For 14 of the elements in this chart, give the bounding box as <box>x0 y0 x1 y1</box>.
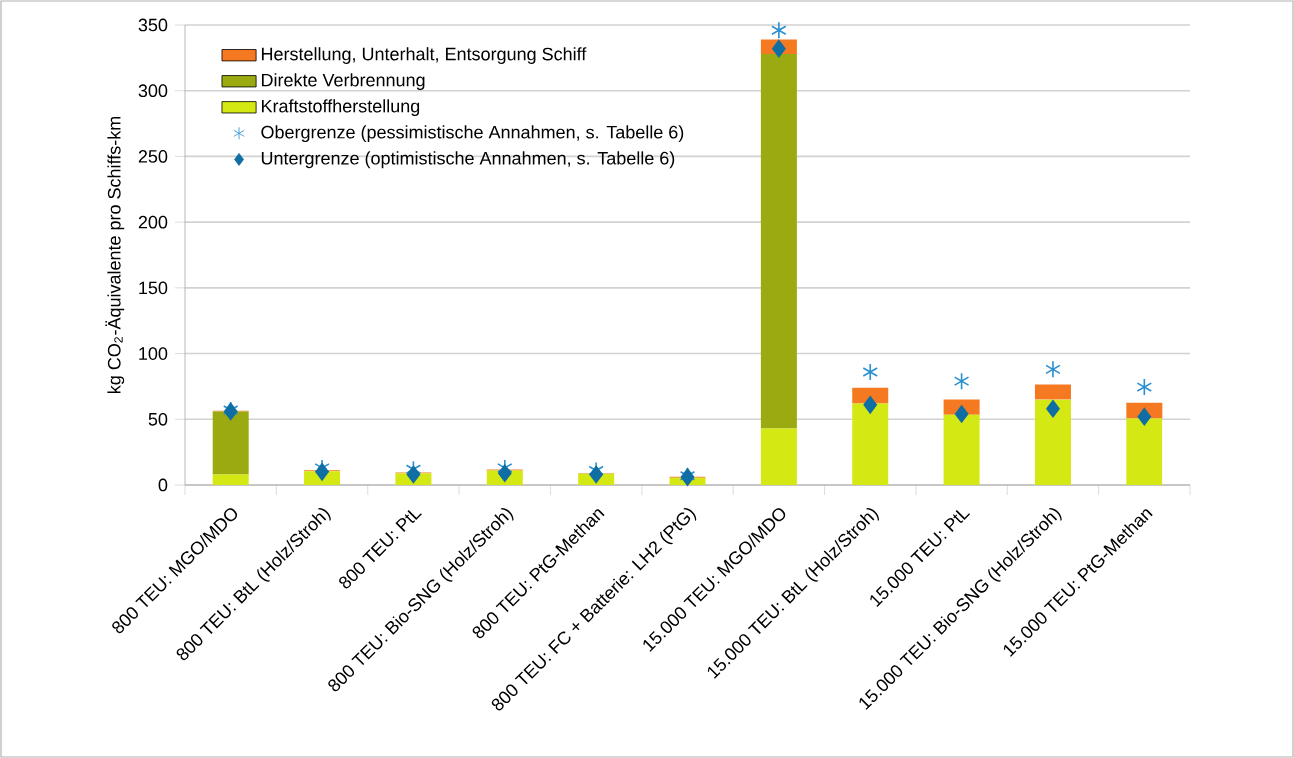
y-tick-label: 0 <box>158 478 168 492</box>
legend-label: Kraftstoffherstellung <box>261 99 420 117</box>
y-tick-label: 350 <box>138 18 168 32</box>
y-axis-title: kg CO$_{2}$-Äquivalente pro Schiffs-km <box>105 116 125 393</box>
legend-label: Untergrenze (optimistische Annahmen, s. Tabelle 6) <box>261 151 675 169</box>
y-tick-label: 200 <box>138 215 168 229</box>
y-tick-label: 100 <box>139 347 168 360</box>
y-tick-label: 50 <box>148 412 168 426</box>
legend-label: Obergrenze (pessimistische Annahmen, s. Tabelle 6) <box>261 125 684 143</box>
y-tick-label: 300 <box>138 84 168 98</box>
y-tick-label: 250 <box>138 150 168 163</box>
legend-label: Direkte Verbrennung <box>261 73 425 91</box>
legend-label: Herstellung, Unterhalt, Entsorgung Schiff <box>261 47 587 64</box>
y-tick-label: 150 <box>139 281 168 295</box>
